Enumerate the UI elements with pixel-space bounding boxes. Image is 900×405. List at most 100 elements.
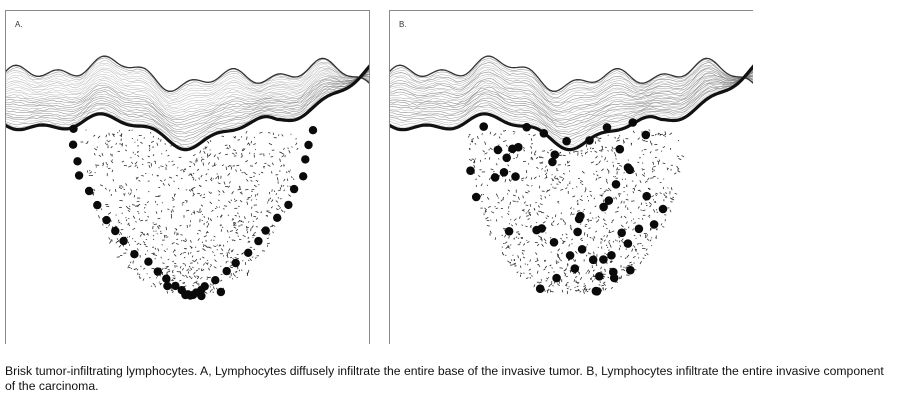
lymphocyte — [471, 192, 481, 202]
lymphocyte — [549, 238, 559, 247]
tumor-cell-mark — [110, 194, 113, 197]
tumor-cell-mark — [179, 224, 182, 227]
tumor-cell-mark — [185, 248, 187, 250]
tumor-cell-mark — [547, 189, 551, 192]
tumor-cell-mark — [517, 233, 520, 236]
tumor-cell-mark — [193, 162, 196, 166]
tumor-cell-mark — [196, 250, 200, 252]
tumor-cell-mark — [217, 182, 221, 185]
tumor-cell-mark — [621, 238, 624, 242]
tumor-cell-mark — [236, 232, 238, 235]
tumor-cell-mark — [252, 220, 255, 222]
skin-surface — [6, 55, 369, 92]
tumor-cell-mark — [542, 150, 546, 152]
tumor-cell-mark — [177, 167, 179, 169]
tumor-cell-mark — [246, 201, 249, 205]
tumor-cell-mark — [236, 257, 240, 260]
tumor-cell-mark — [206, 278, 209, 280]
tumor-cell-mark — [255, 256, 257, 259]
tumor-cell-mark — [241, 172, 243, 174]
tumor-cell-mark — [86, 141, 89, 143]
tumor-cell-mark — [120, 232, 123, 235]
tumor-cell-mark — [590, 194, 593, 197]
tumor-cell-mark — [229, 144, 231, 148]
tumor-cell-mark — [593, 236, 596, 239]
tumor-cell-mark — [237, 212, 239, 214]
tumor-cell-mark — [587, 219, 590, 223]
tumor-cell-mark — [263, 165, 266, 168]
tumor-cell-mark — [527, 218, 530, 220]
tumor-cell-mark — [554, 214, 557, 218]
tumor-cell-mark — [279, 207, 282, 209]
tumor-cell-mark — [546, 289, 549, 294]
tumor-cell-mark — [174, 228, 177, 230]
tumor-cell-mark — [124, 149, 128, 152]
tumor-cell-mark — [212, 286, 215, 290]
tumor-cell-mark — [230, 199, 232, 202]
tumor-cell-mark — [188, 265, 191, 268]
tumor-cell-mark — [129, 261, 132, 264]
lymphocyte — [273, 213, 282, 222]
tumor-cell-mark — [471, 138, 475, 140]
tumor-cell-mark — [649, 151, 652, 154]
tumor-cell-mark — [114, 225, 118, 228]
tumor-cell-mark — [239, 200, 243, 203]
tumor-cell-mark — [547, 272, 550, 274]
tumor-cell-mark — [608, 240, 611, 242]
tumor-cell-mark — [203, 235, 207, 238]
tumor-cell-mark — [467, 135, 470, 138]
tumor-cell-mark — [644, 180, 648, 183]
tumor-cell-mark — [604, 287, 607, 291]
tumor-cell-mark — [260, 211, 263, 214]
tumor-cell-mark — [604, 270, 606, 272]
tumor-cell-mark — [633, 245, 636, 248]
tumor-cell-mark — [210, 276, 212, 278]
lymphocyte — [514, 142, 523, 152]
tumor-cell-mark — [248, 240, 251, 243]
tumor-cell-mark — [148, 145, 151, 147]
tumor-cell-mark — [184, 168, 187, 171]
tumor-cell-mark — [589, 236, 592, 239]
tumor-cell-mark — [526, 241, 530, 244]
tumor-cell-mark — [507, 245, 510, 248]
epidermal-strata-line — [390, 68, 753, 107]
tumor-cell-mark — [135, 177, 138, 180]
tumor-cell-mark — [469, 147, 471, 150]
epidermal-strata-line — [6, 69, 369, 106]
lymphocyte — [642, 191, 651, 201]
tumor-cell-mark — [647, 214, 651, 217]
tumor-cell-mark — [533, 153, 536, 155]
tumor-cell-mark — [201, 269, 205, 272]
tumor-cell-mark — [536, 257, 539, 262]
epidermal-strata-line — [390, 68, 753, 143]
tumor-cell-mark — [485, 216, 489, 220]
tumor-cell-mark — [181, 201, 185, 204]
tumor-cell-mark — [91, 191, 94, 195]
tumor-cell-mark — [296, 147, 299, 150]
tumor-cell-mark — [586, 195, 589, 198]
tumor-cell-mark — [490, 219, 492, 221]
tumor-cell-mark — [504, 129, 507, 132]
tumor-cell-mark — [585, 288, 588, 291]
tumor-cell-mark — [557, 164, 561, 166]
tumor-cell-mark — [580, 152, 583, 155]
tumor-cell-mark — [242, 148, 246, 152]
tumor-cell-mark — [93, 192, 95, 196]
tumor-cell-mark — [557, 254, 559, 257]
tumor-cell-mark — [530, 145, 532, 148]
tumor-cell-mark — [230, 266, 233, 269]
tumor-cell-mark — [240, 155, 244, 158]
lymphocyte — [84, 186, 94, 196]
tumor-cell-mark — [517, 196, 520, 200]
tumor-cell-mark — [556, 167, 558, 170]
tumor-cell-mark — [180, 234, 183, 236]
tumor-cell-mark — [196, 276, 200, 280]
tumor-cell-mark — [623, 228, 627, 230]
tumor-cell-mark — [512, 194, 516, 197]
tumor-cell-mark — [172, 164, 175, 166]
lymphocyte — [69, 124, 78, 133]
tumor-cell-mark — [540, 279, 543, 281]
tumor-cell-mark — [173, 242, 175, 244]
tumor-cell-mark — [600, 195, 603, 197]
tumor-cell-mark — [641, 131, 643, 133]
